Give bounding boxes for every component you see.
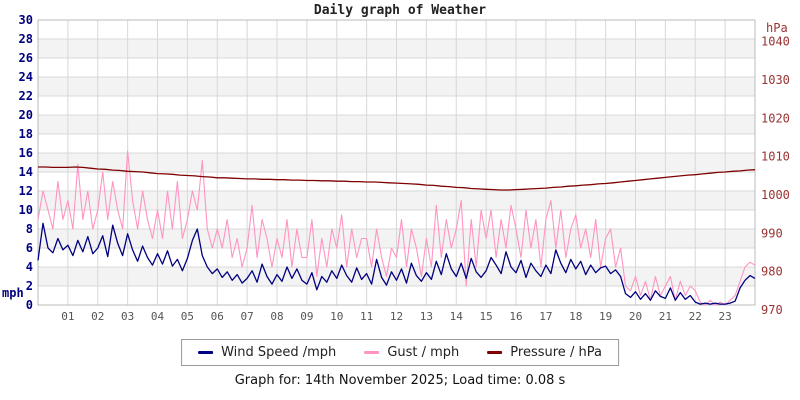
legend-item-wind-speed: Wind Speed /mph xyxy=(198,345,336,360)
x-tick-label: 22 xyxy=(689,310,702,323)
legend-label-pressure: Pressure / hPa xyxy=(510,345,602,360)
right-tick-label: 1010 xyxy=(761,150,790,164)
left-tick-label: 30 xyxy=(19,13,33,27)
left-tick-label: 4 xyxy=(26,260,33,274)
left-axis-unit: mph xyxy=(2,286,24,300)
left-tick-label: 24 xyxy=(19,70,33,84)
left-tick-label: 28 xyxy=(19,32,33,46)
gust-line xyxy=(37,150,756,306)
x-tick-label: 18 xyxy=(569,310,582,323)
legend-label-wind-speed: Wind Speed /mph xyxy=(221,345,337,360)
right-axis-unit: hPa xyxy=(766,21,788,35)
pressure-swatch-icon xyxy=(487,351,503,354)
page-title: Daily graph of Weather xyxy=(313,3,487,18)
legend-item-gust: Gust / mph xyxy=(364,345,459,360)
legend-item-pressure: Pressure / hPa xyxy=(487,345,602,360)
x-tick-label: 12 xyxy=(390,310,403,323)
legend: Wind Speed /mph Gust / mph Pressure / hP… xyxy=(181,339,619,366)
x-tick-label: 15 xyxy=(480,310,493,323)
right-tick-label: 970 xyxy=(761,303,783,317)
left-tick-label: 26 xyxy=(19,51,33,65)
left-tick-label: 12 xyxy=(19,184,33,198)
right-tick-label: 990 xyxy=(761,226,783,240)
right-tick-label: 1030 xyxy=(761,73,790,87)
footer-status-text: Graph for: 14th November 2025; Load time… xyxy=(234,373,566,388)
left-tick-label: 16 xyxy=(19,146,33,160)
left-tick-label: 0 xyxy=(26,298,33,312)
x-tick-label: 08 xyxy=(270,310,283,323)
x-tick-label: 11 xyxy=(360,310,373,323)
x-tick-label: 10 xyxy=(330,310,343,323)
left-tick-label: 14 xyxy=(19,165,33,179)
left-tick-label: 2 xyxy=(26,279,33,293)
wind-speed-swatch-icon xyxy=(198,351,214,354)
plot-border xyxy=(37,19,756,306)
legend-label-gust: Gust / mph xyxy=(387,345,460,360)
x-tick-label: 16 xyxy=(509,310,522,323)
wind-speed-line xyxy=(37,222,756,305)
left-tick-label: 20 xyxy=(19,108,33,122)
x-tick-label: 21 xyxy=(659,310,672,323)
gust-swatch-icon xyxy=(364,351,380,354)
right-tick-label: 1000 xyxy=(761,188,790,202)
pressure-line xyxy=(38,166,756,191)
x-tick-label: 14 xyxy=(450,310,464,323)
right-tick-label: 980 xyxy=(761,265,783,279)
x-tick-label: 06 xyxy=(211,310,224,323)
x-tick-label: 19 xyxy=(599,310,612,323)
x-tick-label: 17 xyxy=(539,310,552,323)
x-tick-label: 05 xyxy=(181,310,194,323)
x-tick-label: 23 xyxy=(719,310,732,323)
x-tick-label: 20 xyxy=(629,310,642,323)
weather-chart: 024681012141618202224262830mph9709809901… xyxy=(2,13,790,323)
x-tick-label: 01 xyxy=(61,310,74,323)
left-tick-label: 18 xyxy=(19,127,33,141)
x-tick-label: 09 xyxy=(300,310,313,323)
left-tick-label: 8 xyxy=(26,222,33,236)
left-tick-label: 10 xyxy=(19,203,33,217)
x-tick-label: 04 xyxy=(151,310,165,323)
left-tick-label: 22 xyxy=(19,89,33,103)
x-tick-label: 03 xyxy=(121,310,134,323)
right-tick-label: 1040 xyxy=(761,35,790,49)
right-tick-label: 1020 xyxy=(761,111,790,125)
x-tick-label: 02 xyxy=(91,310,104,323)
x-tick-label: 13 xyxy=(420,310,433,323)
left-tick-label: 6 xyxy=(26,241,33,255)
x-tick-label: 07 xyxy=(241,310,254,323)
